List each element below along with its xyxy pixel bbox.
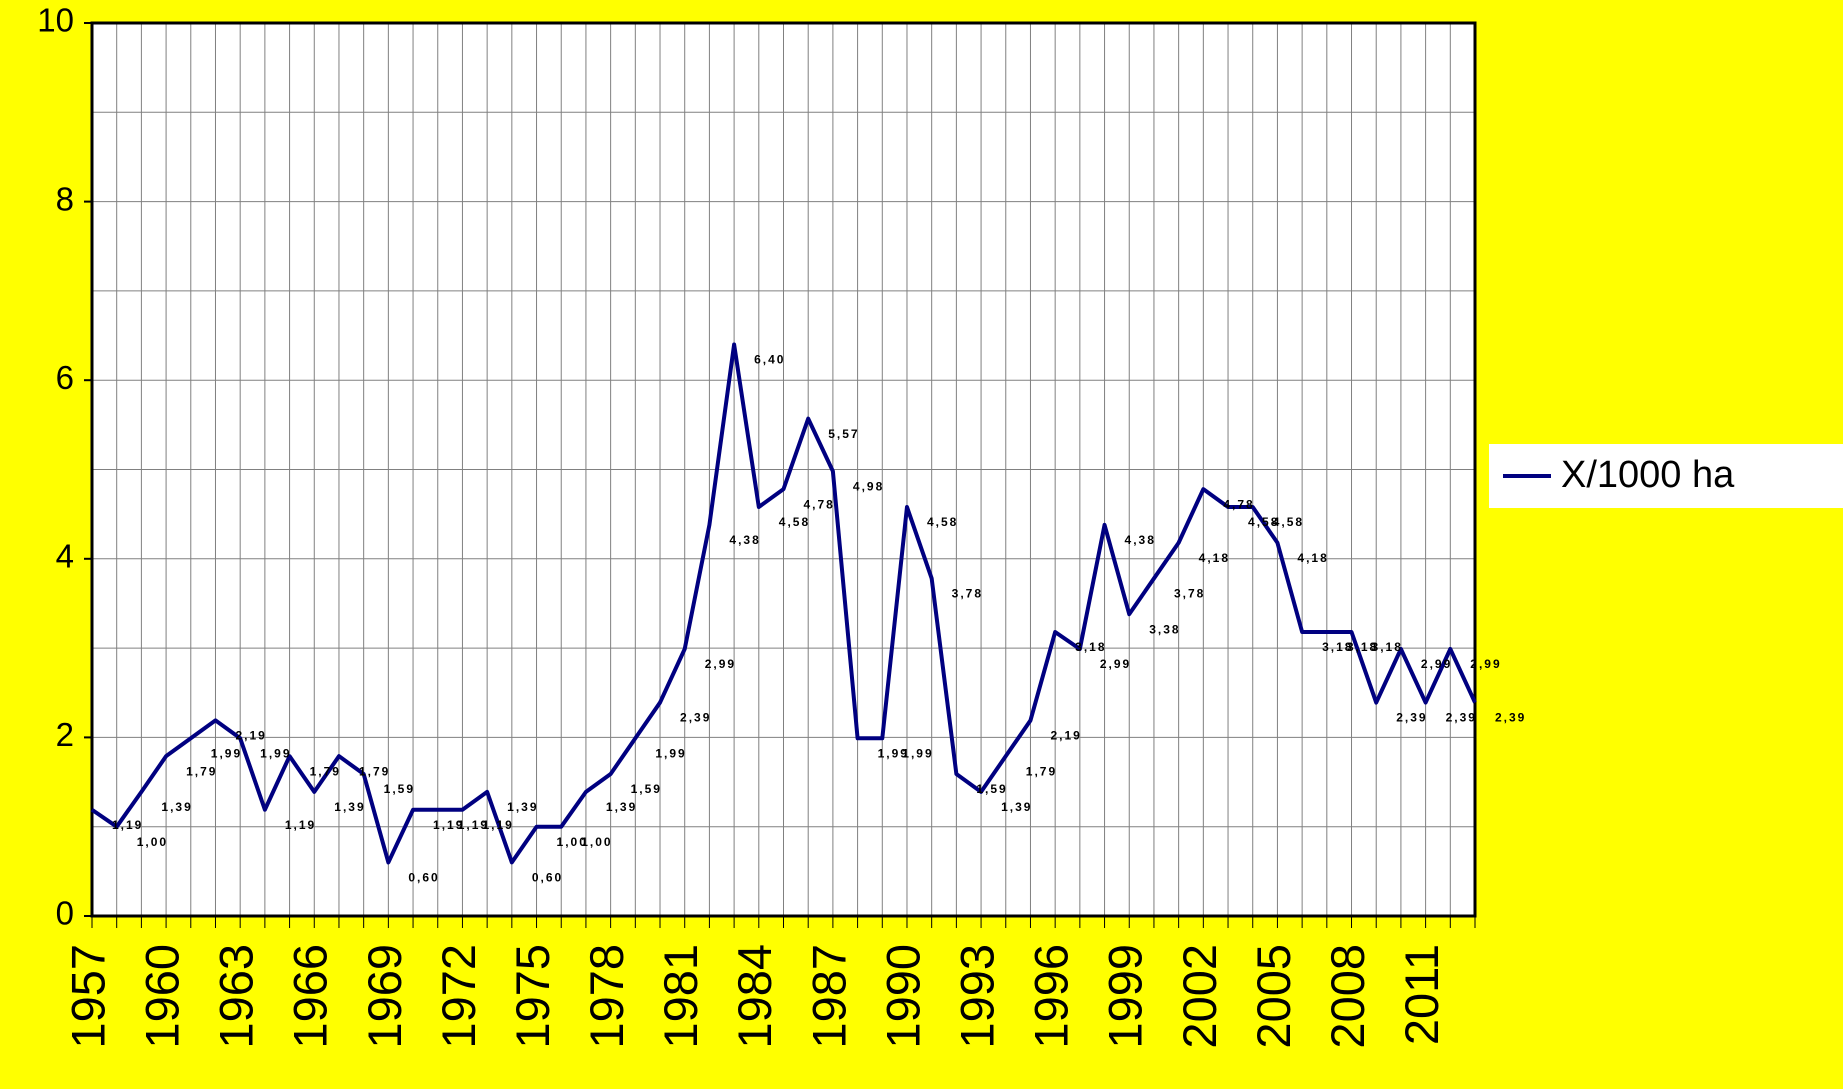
- value-label: 4,78: [804, 497, 835, 511]
- x-tick-label: 1993: [950, 944, 1003, 1049]
- y-tick-label: 6: [56, 359, 74, 396]
- value-label: 1,39: [507, 800, 538, 814]
- value-label: 2,99: [705, 657, 736, 671]
- value-label: 1,99: [211, 746, 242, 760]
- value-label: 4,58: [927, 515, 958, 529]
- value-label: 2,19: [235, 729, 266, 743]
- value-label: 1,39: [161, 800, 192, 814]
- value-label: 1,19: [112, 818, 143, 832]
- value-label: 1,39: [334, 800, 365, 814]
- y-tick-label: 0: [56, 895, 74, 932]
- x-tick-label: 2002: [1173, 944, 1226, 1049]
- x-tick-label: 1966: [284, 944, 337, 1049]
- value-label: 1,99: [878, 746, 909, 760]
- value-label: 1,79: [1026, 764, 1057, 778]
- x-tick-label: 1969: [358, 944, 411, 1049]
- value-label: 2,99: [1470, 657, 1501, 671]
- x-tick-label: 1963: [210, 944, 263, 1049]
- x-tick-label: 1978: [580, 944, 633, 1049]
- value-label: 4,58: [779, 515, 810, 529]
- value-label: 4,18: [1199, 551, 1230, 565]
- x-tick-label: 1972: [432, 944, 485, 1049]
- value-label: 4,38: [1125, 533, 1156, 547]
- value-label: 1,19: [433, 818, 464, 832]
- x-tick-label: 1984: [728, 944, 781, 1049]
- value-label: 3,78: [1174, 587, 1205, 601]
- x-tick-label: 2008: [1321, 944, 1374, 1049]
- y-tick-label: 10: [37, 2, 74, 39]
- value-label: 2,39: [1396, 711, 1427, 725]
- value-label: 1,79: [310, 764, 341, 778]
- value-label: 4,58: [1248, 515, 1279, 529]
- y-tick-label: 2: [56, 716, 74, 753]
- plot-frame: [90, 21, 1477, 918]
- value-label: 2,39: [680, 711, 711, 725]
- value-label: 1,19: [458, 818, 489, 832]
- value-label: 1,99: [902, 746, 933, 760]
- y-tick-label: 4: [56, 538, 74, 575]
- x-tick-label: 2005: [1247, 944, 1300, 1049]
- value-label: 1,79: [186, 764, 217, 778]
- value-label: 1,19: [285, 818, 316, 832]
- x-tick-label: 1999: [1099, 944, 1152, 1049]
- value-label: 0,60: [408, 871, 439, 885]
- value-label: 5,57: [828, 427, 859, 441]
- value-label: 2,99: [1100, 657, 1131, 671]
- x-tick-label: 1957: [61, 944, 114, 1049]
- value-label: 3,18: [1322, 640, 1353, 654]
- value-label: 2,39: [1495, 711, 1526, 725]
- value-label: 6,40: [754, 353, 785, 367]
- value-label: 4,38: [729, 533, 760, 547]
- value-label: 1,59: [976, 782, 1007, 796]
- value-label: 4,98: [853, 479, 884, 493]
- value-label: 1,00: [581, 835, 612, 849]
- x-tick-label: 1996: [1025, 944, 1078, 1049]
- value-label: 3,78: [952, 587, 983, 601]
- value-label: 0,60: [532, 871, 563, 885]
- x-tick-label: 1981: [654, 944, 707, 1049]
- data-line: [90, 342, 1477, 865]
- value-label: 3,18: [1372, 640, 1403, 654]
- value-label: 1,00: [557, 835, 588, 849]
- value-label: 4,58: [1273, 515, 1304, 529]
- value-label: 2,19: [1050, 729, 1081, 743]
- value-label: 1,99: [655, 746, 686, 760]
- x-tick-label: 1960: [136, 944, 189, 1049]
- x-tick-label: 1987: [802, 944, 855, 1049]
- x-tick-label: 1990: [876, 944, 929, 1049]
- x-tick-label: 1975: [506, 944, 559, 1049]
- value-label: 1,99: [260, 746, 291, 760]
- value-label: 2,39: [1446, 711, 1477, 725]
- value-label: 1,59: [631, 782, 662, 796]
- value-label: 3,18: [1075, 640, 1106, 654]
- value-label: 1,79: [359, 764, 390, 778]
- value-label: 3,18: [1347, 640, 1378, 654]
- value-label: 1,59: [384, 782, 415, 796]
- value-label: 4,78: [1223, 497, 1254, 511]
- value-label: 1,39: [606, 800, 637, 814]
- value-label: 4,18: [1297, 551, 1328, 565]
- value-label: 1,00: [137, 835, 168, 849]
- value-label: 3,38: [1149, 622, 1180, 636]
- x-tick-label: 2011: [1395, 944, 1448, 1045]
- value-label: 1,39: [1001, 800, 1032, 814]
- value-label: 2,99: [1421, 657, 1452, 671]
- value-label: 1,19: [482, 818, 513, 832]
- legend-label: X/1000 ha: [1561, 454, 1735, 496]
- y-tick-label: 8: [56, 180, 74, 217]
